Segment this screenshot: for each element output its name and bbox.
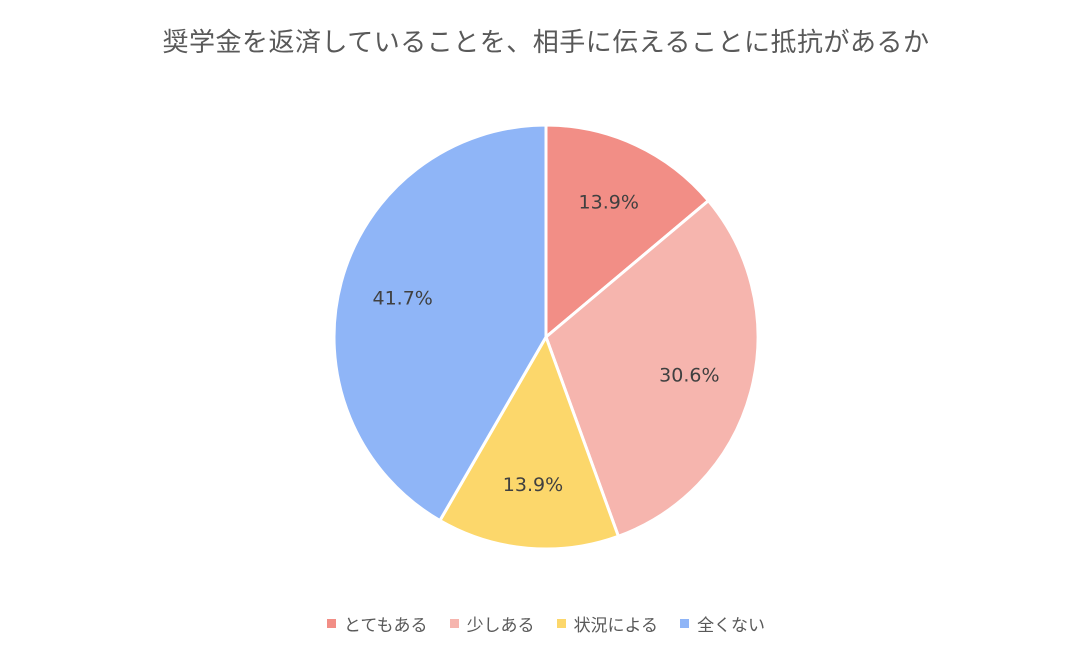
data-label: 41.7% — [372, 288, 432, 310]
pie-data-labels: 13.9% 30.6% 13.9% 41.7% — [372, 191, 719, 495]
legend-label: 少しある — [466, 616, 535, 636]
data-label: 13.9% — [503, 474, 563, 496]
chart-legend: とてもある 少しある 状況による 全くない — [0, 611, 1092, 636]
legend-swatch — [326, 619, 336, 628]
legend-label: とてもある — [343, 616, 428, 636]
legend-swatch — [680, 619, 690, 628]
data-label: 13.9% — [579, 191, 639, 213]
legend-label: 全くない — [697, 616, 766, 636]
legend-swatch — [556, 619, 566, 628]
slice-joukyou — [438, 335, 620, 551]
data-label: 30.6% — [659, 364, 719, 386]
legend-label: 状況による — [573, 616, 659, 636]
legend-item-mattakunai: 全くない — [680, 611, 765, 636]
slice-totemoaru — [544, 123, 710, 339]
slice-sukoshiaru — [544, 199, 760, 538]
slice-mattakunai — [332, 123, 548, 523]
chart-title: 奨学金を返済していることを、相手に伝えることに抵抗があるか — [162, 28, 930, 58]
legend-item-sukoshiaru: 少しある — [449, 611, 535, 636]
pie-slices — [332, 123, 760, 551]
legend-item-totemoaru: とてもある — [326, 611, 428, 636]
legend-swatch — [449, 619, 459, 628]
legend-item-joukyou: 状況による — [556, 611, 659, 636]
